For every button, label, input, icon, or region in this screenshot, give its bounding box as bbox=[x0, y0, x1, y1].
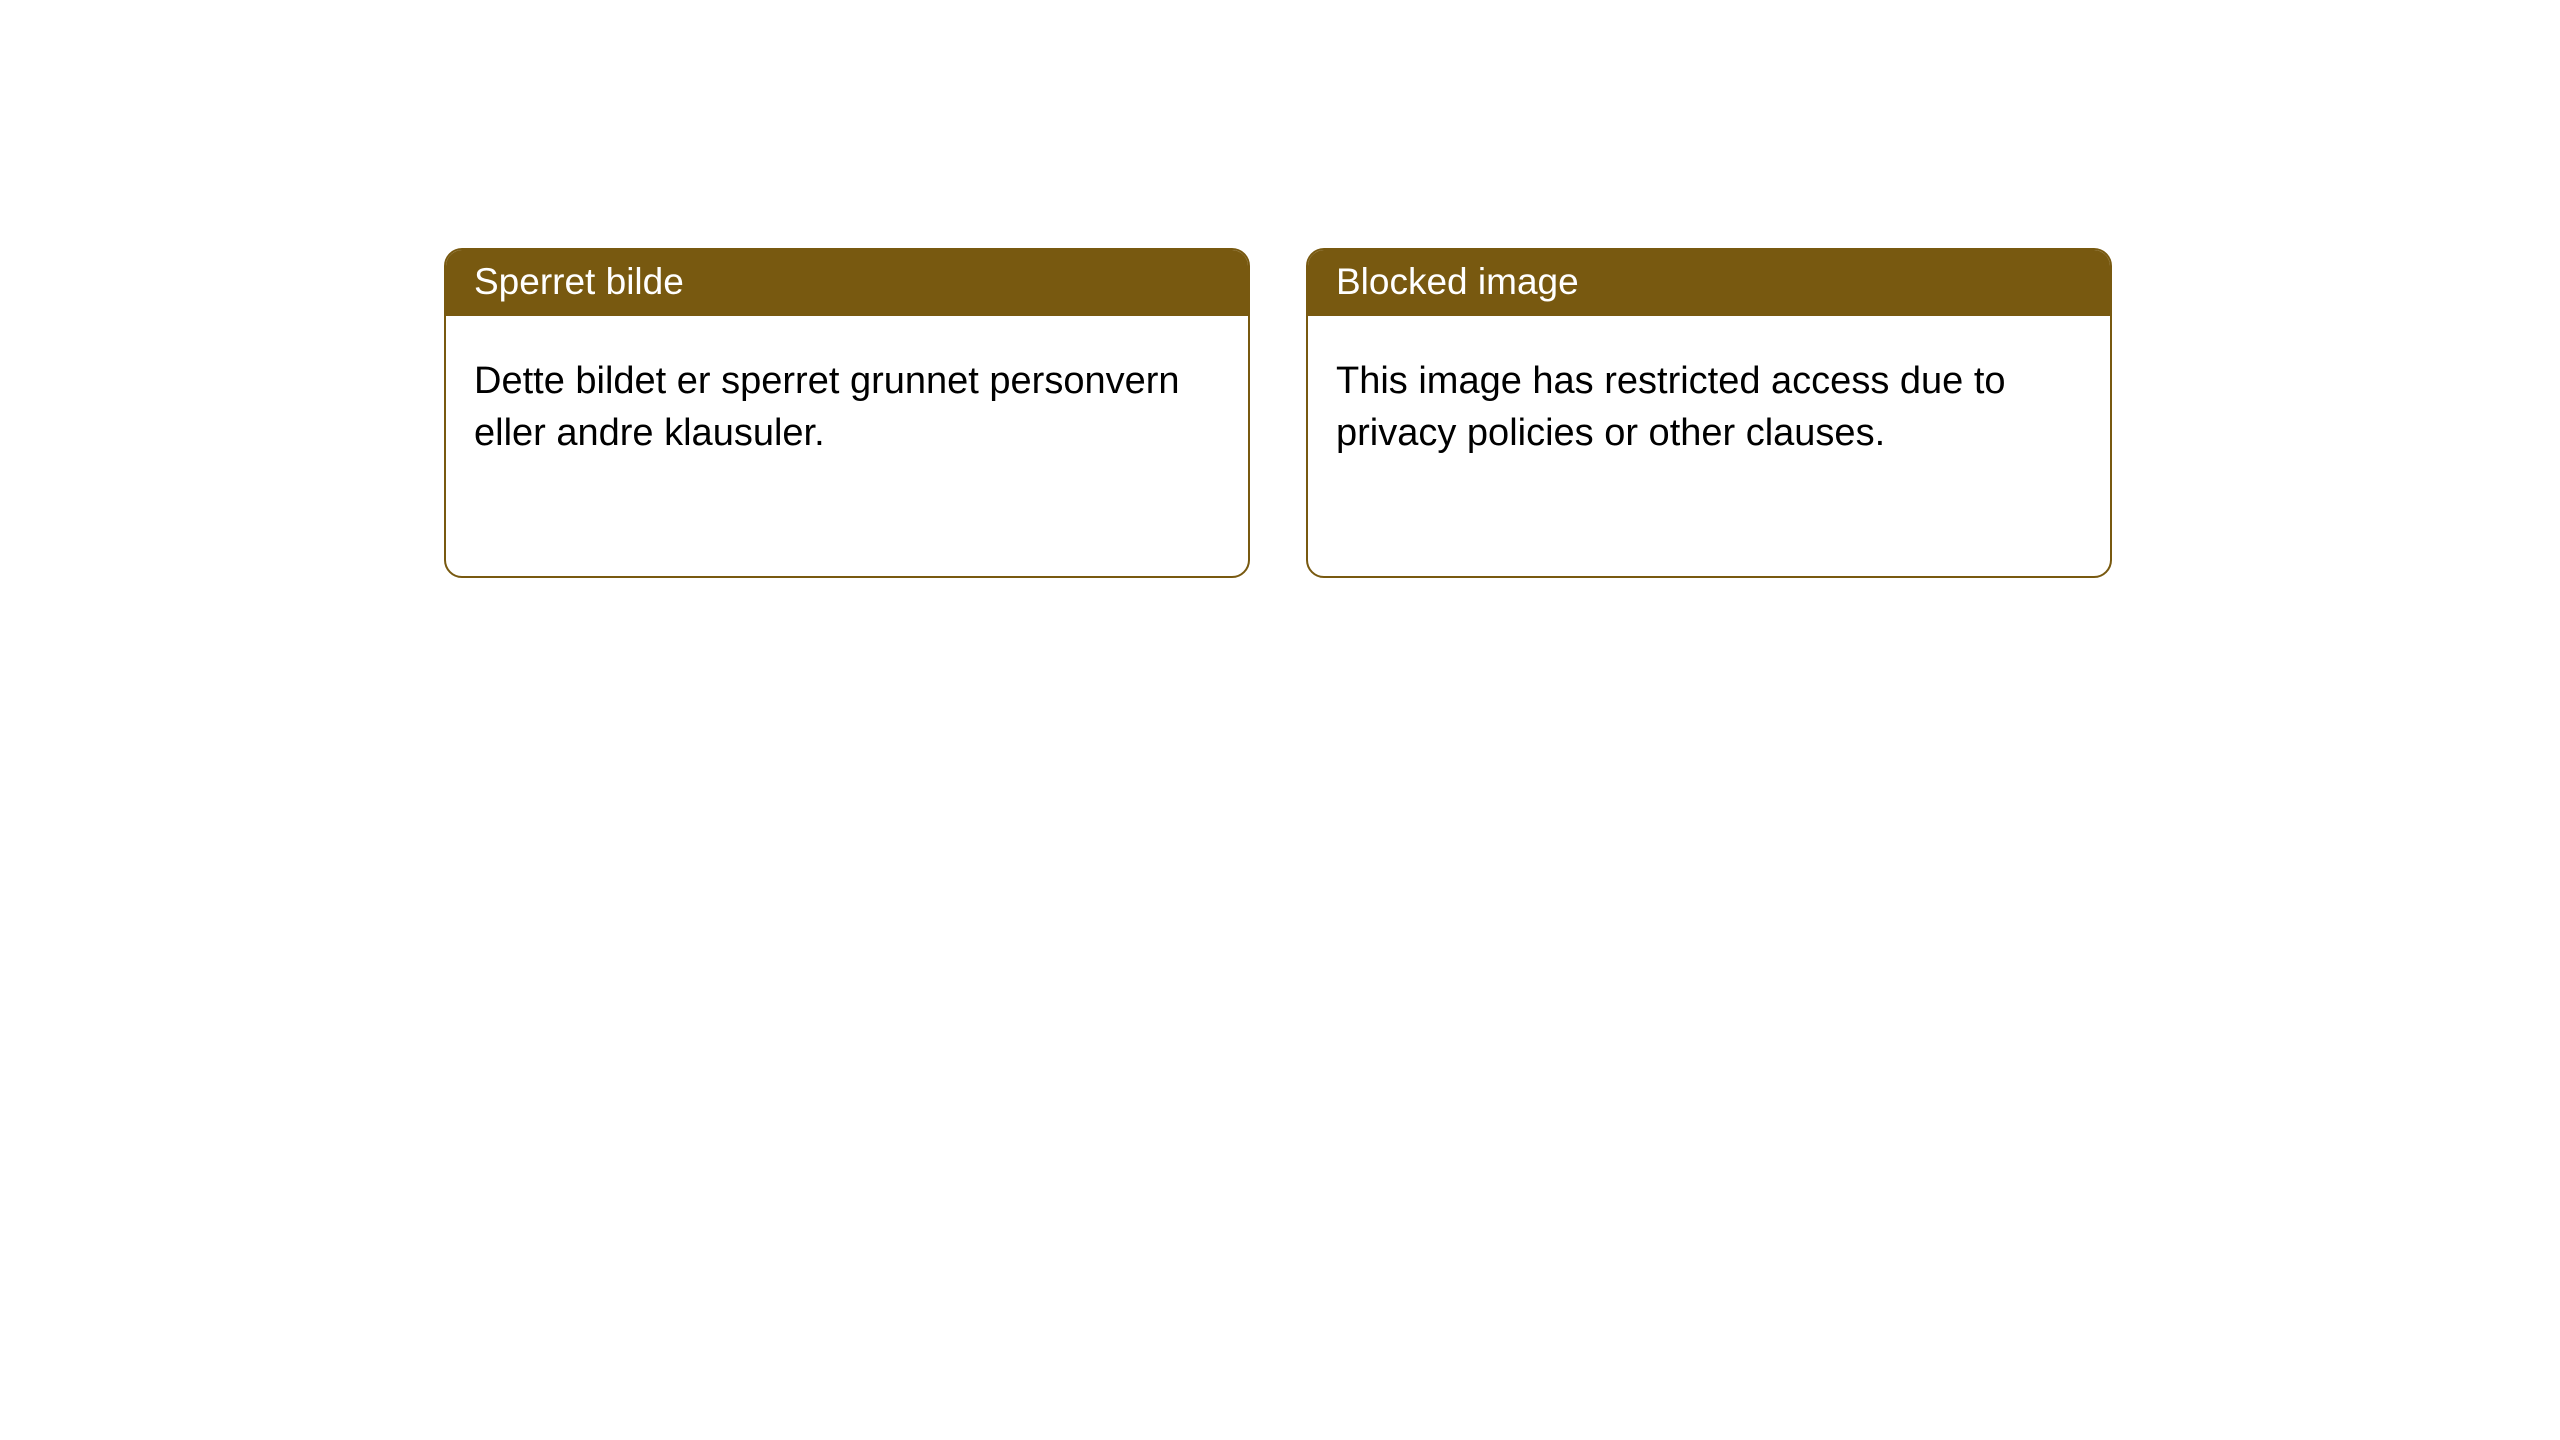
notice-card-no: Sperret bilde Dette bildet er sperret gr… bbox=[444, 248, 1250, 578]
notice-card-title: Blocked image bbox=[1336, 261, 1579, 302]
notice-card-en: Blocked image This image has restricted … bbox=[1306, 248, 2112, 578]
notice-card-body: Dette bildet er sperret grunnet personve… bbox=[446, 316, 1248, 479]
notice-card-title: Sperret bilde bbox=[474, 261, 684, 302]
notice-card-body: This image has restricted access due to … bbox=[1308, 316, 2110, 479]
notice-cards-row: Sperret bilde Dette bildet er sperret gr… bbox=[444, 248, 2560, 578]
notice-card-text: Dette bildet er sperret grunnet personve… bbox=[474, 360, 1180, 453]
notice-card-text: This image has restricted access due to … bbox=[1336, 360, 2006, 453]
notice-card-header: Sperret bilde bbox=[446, 250, 1248, 316]
notice-card-header: Blocked image bbox=[1308, 250, 2110, 316]
